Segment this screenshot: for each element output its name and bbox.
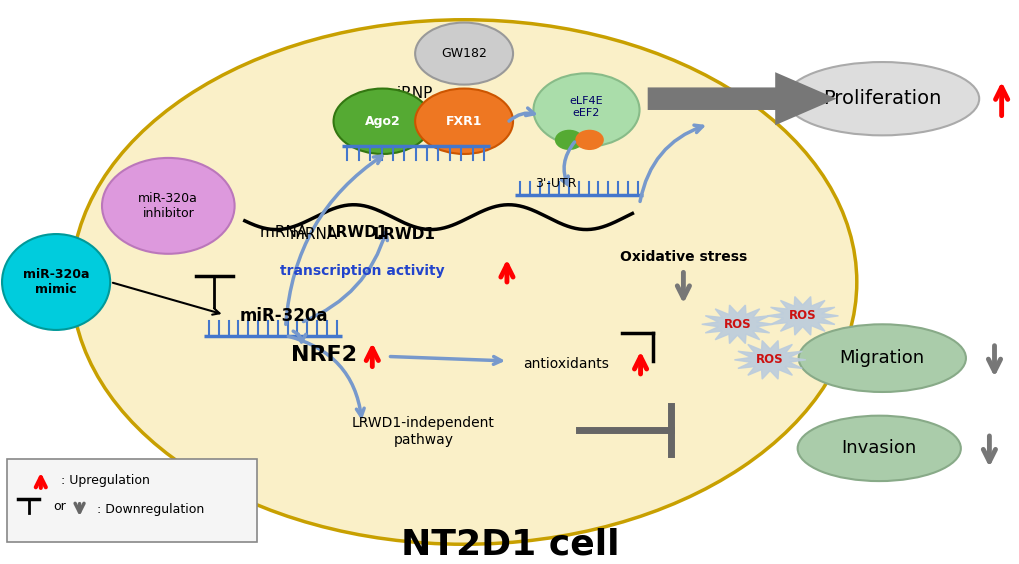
Polygon shape (701, 305, 772, 343)
Text: ROS: ROS (788, 309, 816, 323)
Ellipse shape (415, 89, 513, 154)
Text: : Downregulation: : Downregulation (97, 503, 204, 517)
Ellipse shape (575, 130, 603, 150)
Text: miR-320a
inhibitor: miR-320a inhibitor (139, 192, 198, 220)
Polygon shape (734, 341, 805, 379)
Text: eLF4E
eEF2: eLF4E eEF2 (570, 96, 602, 118)
Text: mRNA: mRNA (260, 226, 312, 240)
Text: miR-320a
mimic: miR-320a mimic (22, 268, 90, 296)
Text: ROS: ROS (722, 318, 751, 331)
Polygon shape (766, 297, 838, 335)
Ellipse shape (415, 23, 513, 85)
Text: miRNP: miRNP (382, 86, 433, 100)
Text: Migration: Migration (839, 349, 924, 367)
Ellipse shape (2, 234, 110, 330)
Text: Oxidative stress: Oxidative stress (620, 250, 746, 263)
Text: NRF2: NRF2 (290, 345, 357, 365)
Text: FXR1: FXR1 (445, 114, 482, 128)
Text: LRWD1: LRWD1 (341, 227, 434, 241)
Text: GW182: GW182 (441, 47, 486, 60)
Ellipse shape (333, 89, 431, 154)
Text: LRWD1-independent
pathway: LRWD1-independent pathway (352, 416, 494, 447)
Text: mRNA: mRNA (289, 227, 341, 241)
Text: 3'-UTR: 3'-UTR (535, 177, 576, 190)
Ellipse shape (102, 158, 234, 254)
Ellipse shape (785, 62, 978, 135)
Text: miR-320a: miR-320a (239, 307, 328, 325)
Polygon shape (647, 72, 836, 125)
Text: or: or (53, 500, 65, 513)
Text: NT2D1 cell: NT2D1 cell (400, 527, 619, 561)
Ellipse shape (554, 130, 583, 150)
Text: ROS: ROS (755, 353, 784, 367)
Text: antioxidants: antioxidants (523, 357, 608, 371)
Ellipse shape (533, 73, 639, 147)
Ellipse shape (798, 324, 965, 392)
Text: Ago2: Ago2 (364, 114, 400, 128)
Text: LRWD1: LRWD1 (326, 226, 387, 240)
Ellipse shape (71, 20, 856, 544)
FancyBboxPatch shape (7, 459, 257, 542)
Text: transcription activity: transcription activity (279, 264, 444, 277)
Text: Proliferation: Proliferation (822, 89, 941, 108)
Ellipse shape (797, 416, 960, 481)
Text: : Upregulation: : Upregulation (61, 474, 150, 487)
Text: Invasion: Invasion (841, 439, 916, 457)
